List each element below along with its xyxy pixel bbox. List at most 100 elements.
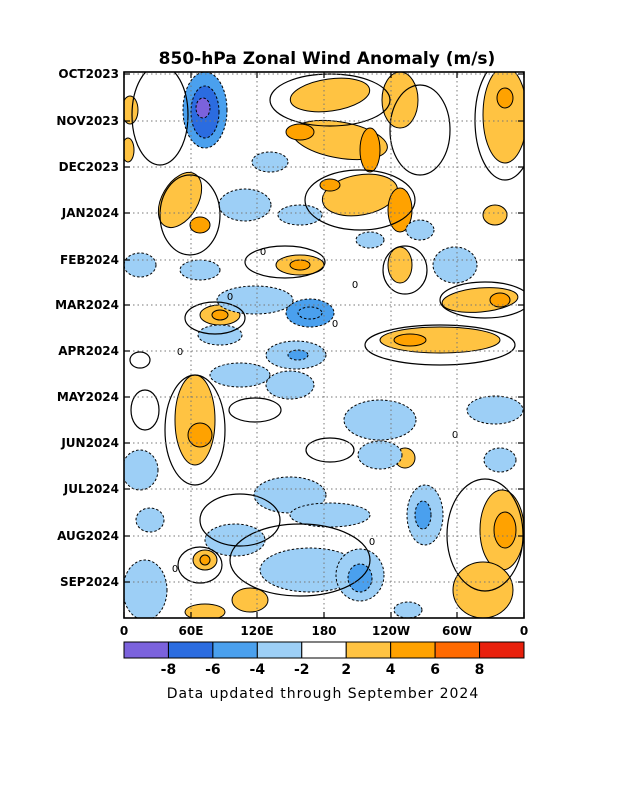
y-tick-label: JAN2024	[61, 206, 119, 220]
colorbar: -8 -6 -4 -2 2 4 6 8	[123, 641, 525, 678]
anomaly-region	[209, 362, 271, 388]
anomaly-region	[381, 72, 419, 129]
zero-contour	[177, 546, 223, 584]
y-tick-label: SEP2024	[60, 575, 119, 589]
colorbar-tick-label: 2	[341, 662, 351, 678]
colorbar-swatch	[390, 641, 436, 659]
y-tick-label: MAR2024	[55, 298, 119, 312]
anomaly-region	[319, 178, 341, 192]
zero-contour	[439, 281, 524, 319]
y-tick-label: MAY2024	[57, 390, 119, 404]
anomaly-region	[393, 601, 423, 618]
anomaly-region	[355, 231, 385, 249]
colorbar-swatch	[212, 641, 258, 659]
anomaly-region	[387, 246, 413, 284]
anomaly-region	[414, 500, 432, 530]
anomaly-region	[452, 561, 514, 618]
anomaly-region	[466, 395, 524, 425]
x-tick-label: 0	[520, 624, 528, 638]
y-tick-label: FEB2024	[60, 253, 119, 267]
colorbar-tick-label: 6	[430, 662, 440, 678]
zero-contour	[129, 351, 151, 369]
anomaly-region	[211, 309, 229, 321]
anomaly-region	[357, 440, 403, 470]
y-tick-label: APR2024	[58, 344, 119, 358]
anomaly-region	[359, 127, 381, 173]
colorbar-tick-label: -4	[250, 662, 266, 678]
zero-contour	[228, 397, 282, 423]
y-tick-label: JUN2024	[60, 436, 119, 450]
anomaly-region	[285, 123, 315, 141]
colorbar-tick-label: -6	[205, 662, 221, 678]
colorbar-swatch	[301, 641, 347, 659]
zero-contour	[389, 84, 451, 176]
anomaly-region	[493, 511, 517, 549]
anomaly-region	[251, 151, 289, 173]
zero-contour	[184, 301, 246, 335]
x-tick-label: 180	[311, 624, 336, 638]
zero-contour	[382, 245, 428, 295]
colorbar-swatch	[256, 641, 303, 659]
anomaly-region	[287, 349, 309, 361]
plot-area: 0 0 0 0 0 0 0 0	[124, 72, 524, 618]
anomaly-region	[289, 502, 371, 528]
colorbar-tick-label: -8	[161, 662, 177, 678]
zero-contour	[244, 245, 326, 279]
anomaly-region	[124, 559, 168, 618]
contour-label: 0	[177, 347, 183, 358]
zero-contour	[229, 523, 371, 597]
colorbar-swatch	[479, 641, 525, 659]
contour-label: 0	[227, 292, 233, 303]
anomaly-region	[277, 204, 323, 226]
anomaly-fields	[124, 72, 524, 618]
x-tick-label: 120W	[372, 624, 410, 638]
zero-contour	[164, 374, 226, 486]
chart-title: 850-hPa Zonal Wind Anomaly (m/s)	[159, 49, 496, 69]
anomaly-region	[289, 259, 311, 271]
anomaly-region	[179, 259, 221, 281]
zero-contour	[159, 174, 221, 256]
anomaly-region	[199, 554, 211, 566]
zero-contour	[446, 478, 524, 592]
contour-label: 0	[172, 564, 178, 575]
colorbar-tick-label: -2	[294, 662, 310, 678]
anomaly-region	[189, 216, 211, 234]
x-axis: 0 60E 120E 180 120W 60W 0	[120, 72, 528, 638]
x-tick-label: 120E	[240, 624, 273, 638]
y-axis: OCT2023 NOV2023 DEC2023 JAN2024 FEB2024 MAR20…	[55, 67, 524, 589]
anomaly-region	[124, 449, 159, 491]
anomaly-region	[197, 324, 243, 346]
contour-label: 0	[452, 430, 458, 441]
zero-contour	[305, 437, 355, 463]
y-tick-label: AUG2024	[57, 529, 119, 543]
gridlines	[124, 72, 524, 618]
anomaly-region	[393, 333, 427, 347]
anomaly-region	[184, 603, 226, 618]
x-tick-label: 60W	[442, 624, 472, 638]
colorbar-swatch	[167, 641, 214, 659]
y-tick-label: NOV2023	[56, 114, 119, 128]
zero-contour	[364, 324, 516, 366]
colorbar-swatch	[434, 641, 481, 659]
y-tick-label: DEC2023	[59, 160, 119, 174]
zero-contour	[131, 72, 189, 166]
anomaly-region	[135, 507, 165, 533]
contour-label: 0	[260, 247, 266, 258]
y-tick-label: OCT2023	[58, 67, 119, 81]
anomaly-region	[297, 306, 323, 320]
contour-label: 0	[369, 537, 375, 548]
footer-note: Data updated through September 2024	[167, 686, 479, 702]
anomaly-region	[265, 370, 315, 400]
anomaly-region	[482, 72, 524, 164]
anomaly-region	[343, 399, 417, 441]
contour-lines: 0 0 0 0 0 0 0 0	[129, 72, 524, 597]
y-tick-label: JUL2024	[63, 482, 119, 496]
anomaly-region	[174, 374, 216, 466]
anomaly-region	[405, 219, 435, 241]
contour-label: 0	[352, 280, 358, 291]
zero-contour	[199, 493, 281, 547]
zero-contour	[474, 72, 524, 181]
anomaly-region	[195, 97, 211, 119]
anomaly-region	[489, 292, 511, 308]
